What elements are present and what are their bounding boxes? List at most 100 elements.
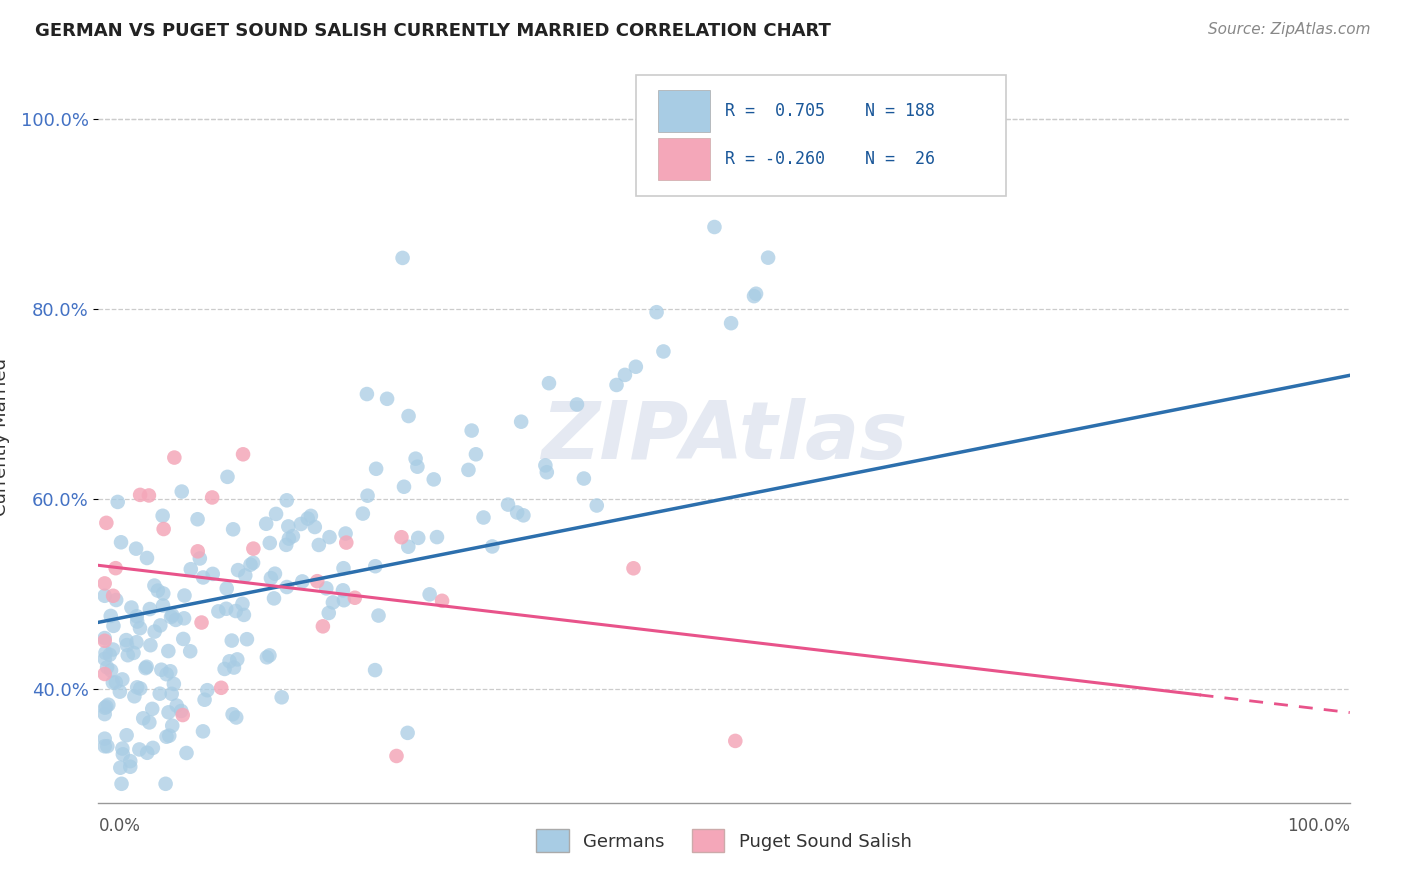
Point xyxy=(120,760,142,774)
Point xyxy=(142,740,165,755)
Point xyxy=(117,648,139,663)
Point xyxy=(225,604,247,618)
Legend: Germans, Puget Sound Salish: Germans, Puget Sound Salish xyxy=(529,822,920,860)
Point xyxy=(645,305,668,319)
FancyBboxPatch shape xyxy=(658,138,710,180)
Point xyxy=(510,415,533,429)
Point xyxy=(745,286,768,301)
Point xyxy=(111,673,134,687)
Point xyxy=(93,731,115,746)
Point xyxy=(104,561,127,575)
Point xyxy=(101,589,124,603)
Point xyxy=(276,538,298,552)
Point xyxy=(152,586,174,600)
Point xyxy=(232,607,254,622)
Point xyxy=(172,632,194,646)
Point xyxy=(232,447,254,461)
Point xyxy=(624,359,647,374)
Point xyxy=(188,551,211,566)
Point xyxy=(391,530,413,544)
Point xyxy=(152,508,174,523)
Point xyxy=(129,488,152,502)
Point xyxy=(157,644,180,658)
Point xyxy=(93,652,115,666)
Point xyxy=(93,576,115,591)
Point xyxy=(105,593,128,607)
Point xyxy=(100,664,122,678)
Point xyxy=(332,561,354,575)
Point xyxy=(179,644,201,658)
Point xyxy=(159,665,181,679)
Point xyxy=(537,376,560,391)
Point xyxy=(335,535,357,549)
Point xyxy=(96,699,118,714)
Point xyxy=(152,522,174,536)
Point xyxy=(422,472,444,486)
Point xyxy=(264,507,287,521)
Point xyxy=(263,591,285,606)
Point xyxy=(460,424,482,438)
Point xyxy=(366,462,388,476)
Point xyxy=(97,698,120,712)
Point xyxy=(496,498,519,512)
Point xyxy=(226,652,249,666)
Point xyxy=(103,619,125,633)
Point xyxy=(96,516,118,530)
Point xyxy=(512,508,534,523)
Point xyxy=(129,681,152,696)
Point xyxy=(191,570,214,584)
Point xyxy=(143,578,166,592)
Point xyxy=(391,251,413,265)
Point xyxy=(290,516,312,531)
Point xyxy=(187,544,209,558)
Point xyxy=(93,633,115,648)
Point xyxy=(221,707,243,722)
Point xyxy=(110,535,132,549)
Point xyxy=(127,615,149,629)
Point xyxy=(307,574,329,589)
Point xyxy=(613,368,636,382)
Point xyxy=(125,635,148,649)
Point xyxy=(315,582,337,596)
Point xyxy=(259,648,281,663)
Point xyxy=(129,621,152,635)
Point xyxy=(165,613,187,627)
Point xyxy=(430,594,453,608)
Point xyxy=(135,661,157,675)
Point xyxy=(242,541,264,556)
Point xyxy=(110,761,132,775)
Point xyxy=(233,568,256,582)
Point xyxy=(419,587,441,601)
Point xyxy=(160,687,183,701)
Point xyxy=(108,684,131,698)
Point xyxy=(214,662,236,676)
Point xyxy=(190,615,212,630)
Point xyxy=(155,667,177,681)
Point xyxy=(464,447,486,461)
Point xyxy=(207,604,229,618)
Point xyxy=(218,654,240,668)
Text: 0.0%: 0.0% xyxy=(98,817,141,835)
Point xyxy=(652,344,675,359)
Point xyxy=(318,606,340,620)
Point xyxy=(101,675,124,690)
Point xyxy=(120,600,142,615)
Point xyxy=(312,619,335,633)
Point xyxy=(157,706,180,720)
Text: R = -0.260    N =  26: R = -0.260 N = 26 xyxy=(725,150,935,168)
Point xyxy=(93,707,115,722)
Point xyxy=(149,687,172,701)
Point xyxy=(115,638,138,652)
Point xyxy=(277,532,299,546)
Point xyxy=(405,451,427,466)
Point xyxy=(217,470,239,484)
Point xyxy=(163,450,186,465)
Point xyxy=(146,583,169,598)
Point xyxy=(107,495,129,509)
FancyBboxPatch shape xyxy=(658,90,710,132)
Point xyxy=(534,458,557,473)
Point xyxy=(101,642,124,657)
Point xyxy=(270,690,292,705)
Point xyxy=(104,675,127,690)
Point xyxy=(703,219,725,234)
